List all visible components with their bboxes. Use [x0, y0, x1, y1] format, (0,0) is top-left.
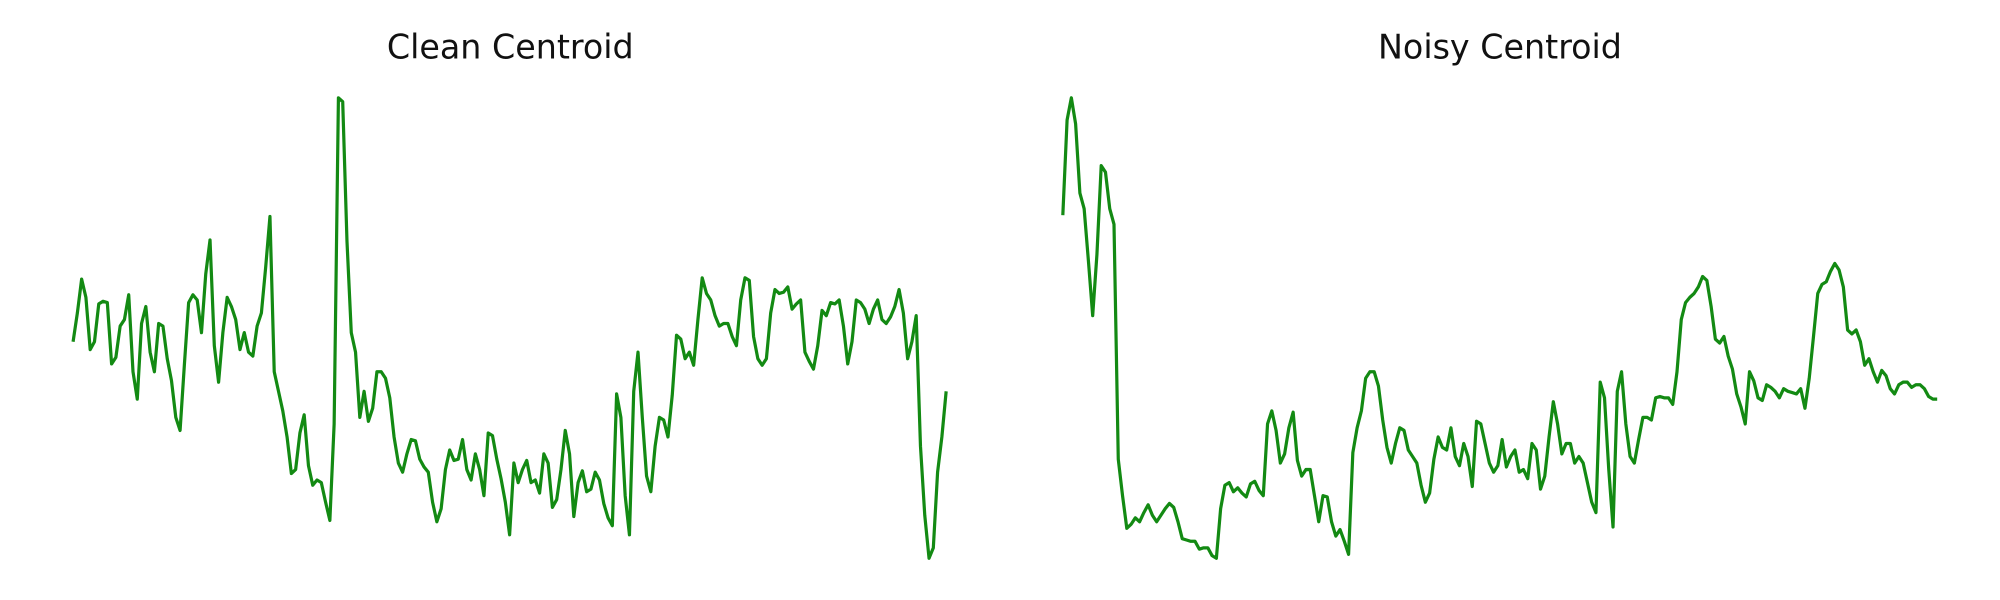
chart-title: Noisy Centroid	[1378, 27, 1622, 66]
chart-title: Clean Centroid	[387, 27, 634, 66]
line	[1061, 96, 1938, 560]
line	[71, 96, 948, 560]
